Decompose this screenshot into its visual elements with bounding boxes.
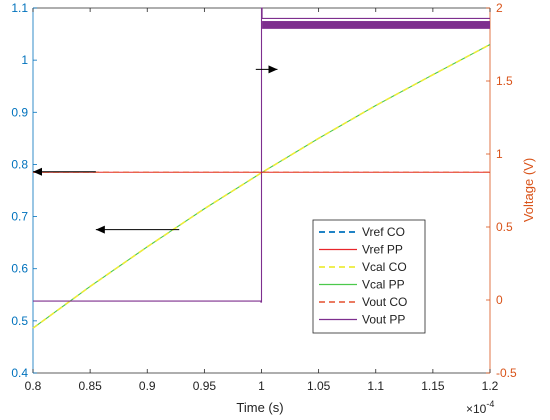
y-left-tick-label: 1.1 [11,1,28,15]
legend: Vref CO Vref PP Vcal CO Vcal PP Vout CO Vout … [312,219,426,334]
y-left-tick-label: 0.9 [11,105,28,119]
annotation-arrow [255,65,278,74]
annotation-arrow [95,225,180,234]
arrow-head [95,225,105,234]
series-vout-pp-band [262,21,490,29]
legend-label: Vref PP [362,243,403,257]
y-right-tick-label: 1 [496,147,503,161]
x-tick-label: 1.1 [367,379,384,393]
x-tick-label: 0.95 [193,379,217,393]
legend-label: Vout PP [362,313,405,327]
series-vcal-co [32,43,491,329]
x-exponent-base: ×10 [466,402,487,416]
legend-box [312,219,426,334]
legend-label: Vcal PP [362,278,405,292]
y-left-tick-label: 0.7 [11,210,28,224]
x-tick-label: 0.85 [78,379,102,393]
y-right-tick-label: 0 [496,293,503,307]
right-axis-label: Voltage (V) [521,158,536,222]
axes: 0.8 0.85 0.9 0.95 1 1.05 1.1 1.15 1.2 0.4 0.5 0.6 0.… [11,1,517,393]
legend-label: Vout CO [362,295,407,309]
x-tick-label: 1.15 [421,379,445,393]
arrow-head [33,167,42,176]
y-left-tick-label: 0.5 [11,314,28,328]
legend-label: Vref CO [362,225,405,239]
arrow-head [268,65,278,74]
y-right-tick-label: -0.5 [496,366,517,380]
y-left-tick-label: 0.8 [11,157,28,171]
annotation-arrow [33,167,96,176]
x-axis-exponent: ×10-4 [466,399,494,416]
series-layer [32,7,491,329]
x-tick-label: 1.05 [307,379,331,393]
y-left-tick-label: 1 [21,53,28,67]
x-tick-label: 0.8 [25,379,42,393]
y-right-tick-label: 2 [496,1,503,15]
y-right-tick-label: 1.5 [496,74,513,88]
y-left-tick-label: 0.6 [11,262,28,276]
series-vout-pp [33,7,490,303]
y-left-tick-label: 0.4 [11,366,28,380]
x-exponent-power: -4 [486,399,494,409]
y-right-tick-label: 0.5 [496,220,513,234]
x-tick-label: 1.2 [482,379,499,393]
annotations [33,65,278,234]
legend-label: Vcal CO [362,260,407,274]
x-tick-label: 0.9 [139,379,156,393]
x-tick-label: 1 [258,379,265,393]
x-axis-label: Time (s) [236,400,283,415]
